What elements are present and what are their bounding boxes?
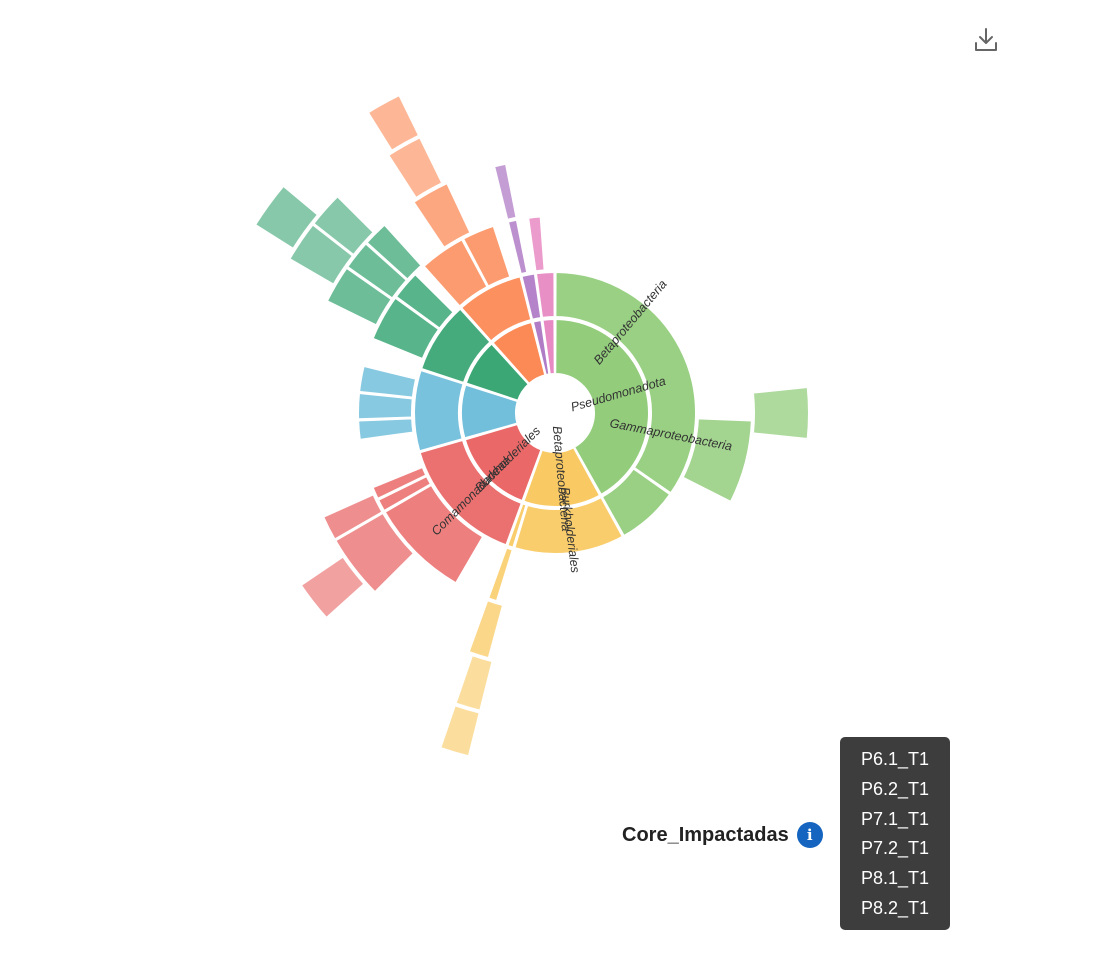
sunburst-segment[interactable]	[454, 654, 494, 712]
sunburst-segment[interactable]	[751, 386, 811, 440]
sunburst-segment[interactable]	[513, 496, 624, 555]
sunburst-segment[interactable]	[254, 184, 319, 250]
sunburst-segment[interactable]	[462, 224, 512, 288]
sunburst-segment[interactable]	[420, 307, 492, 384]
sunburst-segment[interactable]	[365, 223, 423, 281]
sunburst-segment[interactable]	[534, 271, 556, 319]
legend: Core_Impactadas i	[622, 820, 823, 850]
sunburst-segment[interactable]	[322, 493, 384, 541]
download-icon[interactable]	[972, 26, 1000, 54]
sunburst-segment[interactable]	[413, 369, 465, 453]
sunburst-segment[interactable]	[460, 275, 533, 343]
sunburst-segment[interactable]	[383, 483, 485, 585]
sunburst-segment[interactable]	[554, 318, 650, 496]
sunburst-segment[interactable]	[464, 342, 530, 402]
tooltip-item: P6.1_T1	[860, 749, 930, 769]
sunburst-segment[interactable]	[387, 136, 444, 200]
sunburst-segment[interactable]	[467, 599, 505, 660]
sunburst-segment[interactable]	[358, 364, 418, 399]
sunburst-segment[interactable]	[288, 223, 354, 286]
tooltip-item: P6.2_T1	[860, 778, 930, 799]
sunburst-segment[interactable]	[600, 467, 672, 538]
sunburst-segment[interactable]	[493, 162, 518, 221]
sunburst-segment[interactable]	[554, 271, 697, 495]
tooltip-item: P7.1_T1	[860, 808, 930, 829]
tooltip-item: P7.2_T1	[860, 838, 930, 859]
sunburst-segment[interactable]	[418, 438, 523, 547]
sunburst-segment[interactable]	[394, 273, 455, 330]
info-icon[interactable]: i	[796, 822, 823, 848]
sunburst-segment[interactable]	[412, 182, 472, 249]
tooltip-item: P8.2_T1	[860, 897, 930, 918]
sunburst-segment[interactable]	[312, 195, 375, 256]
sunburst-segment[interactable]	[506, 218, 529, 276]
sunburst-segment[interactable]	[366, 94, 421, 152]
tooltip-item: P8.1_T1	[860, 868, 930, 889]
sunburst-segment[interactable]	[527, 215, 546, 273]
sunburst-segment[interactable]	[460, 383, 519, 440]
sunburst-segment[interactable]	[422, 238, 489, 308]
sunburst-segment[interactable]	[299, 555, 366, 619]
sunburst-segment[interactable]	[522, 446, 602, 508]
sunburst-segment[interactable]	[463, 422, 543, 503]
sunburst-segment[interactable]	[439, 704, 481, 758]
sunburst-segment[interactable]	[371, 296, 441, 361]
legend-title: Core_Impactadas	[622, 823, 789, 846]
sunburst-segment[interactable]	[357, 417, 415, 441]
sunburst-segment[interactable]	[541, 318, 556, 376]
sunburst-segment[interactable]	[371, 465, 428, 500]
sunburst-segment[interactable]	[681, 417, 753, 503]
sunburst-segment[interactable]	[491, 320, 547, 385]
tooltip: P6.1_T1 P6.2_T1 P7.1_T1 P7.2_T1 P8.1_T1 …	[840, 737, 950, 930]
sunburst-segment[interactable]	[487, 546, 514, 603]
